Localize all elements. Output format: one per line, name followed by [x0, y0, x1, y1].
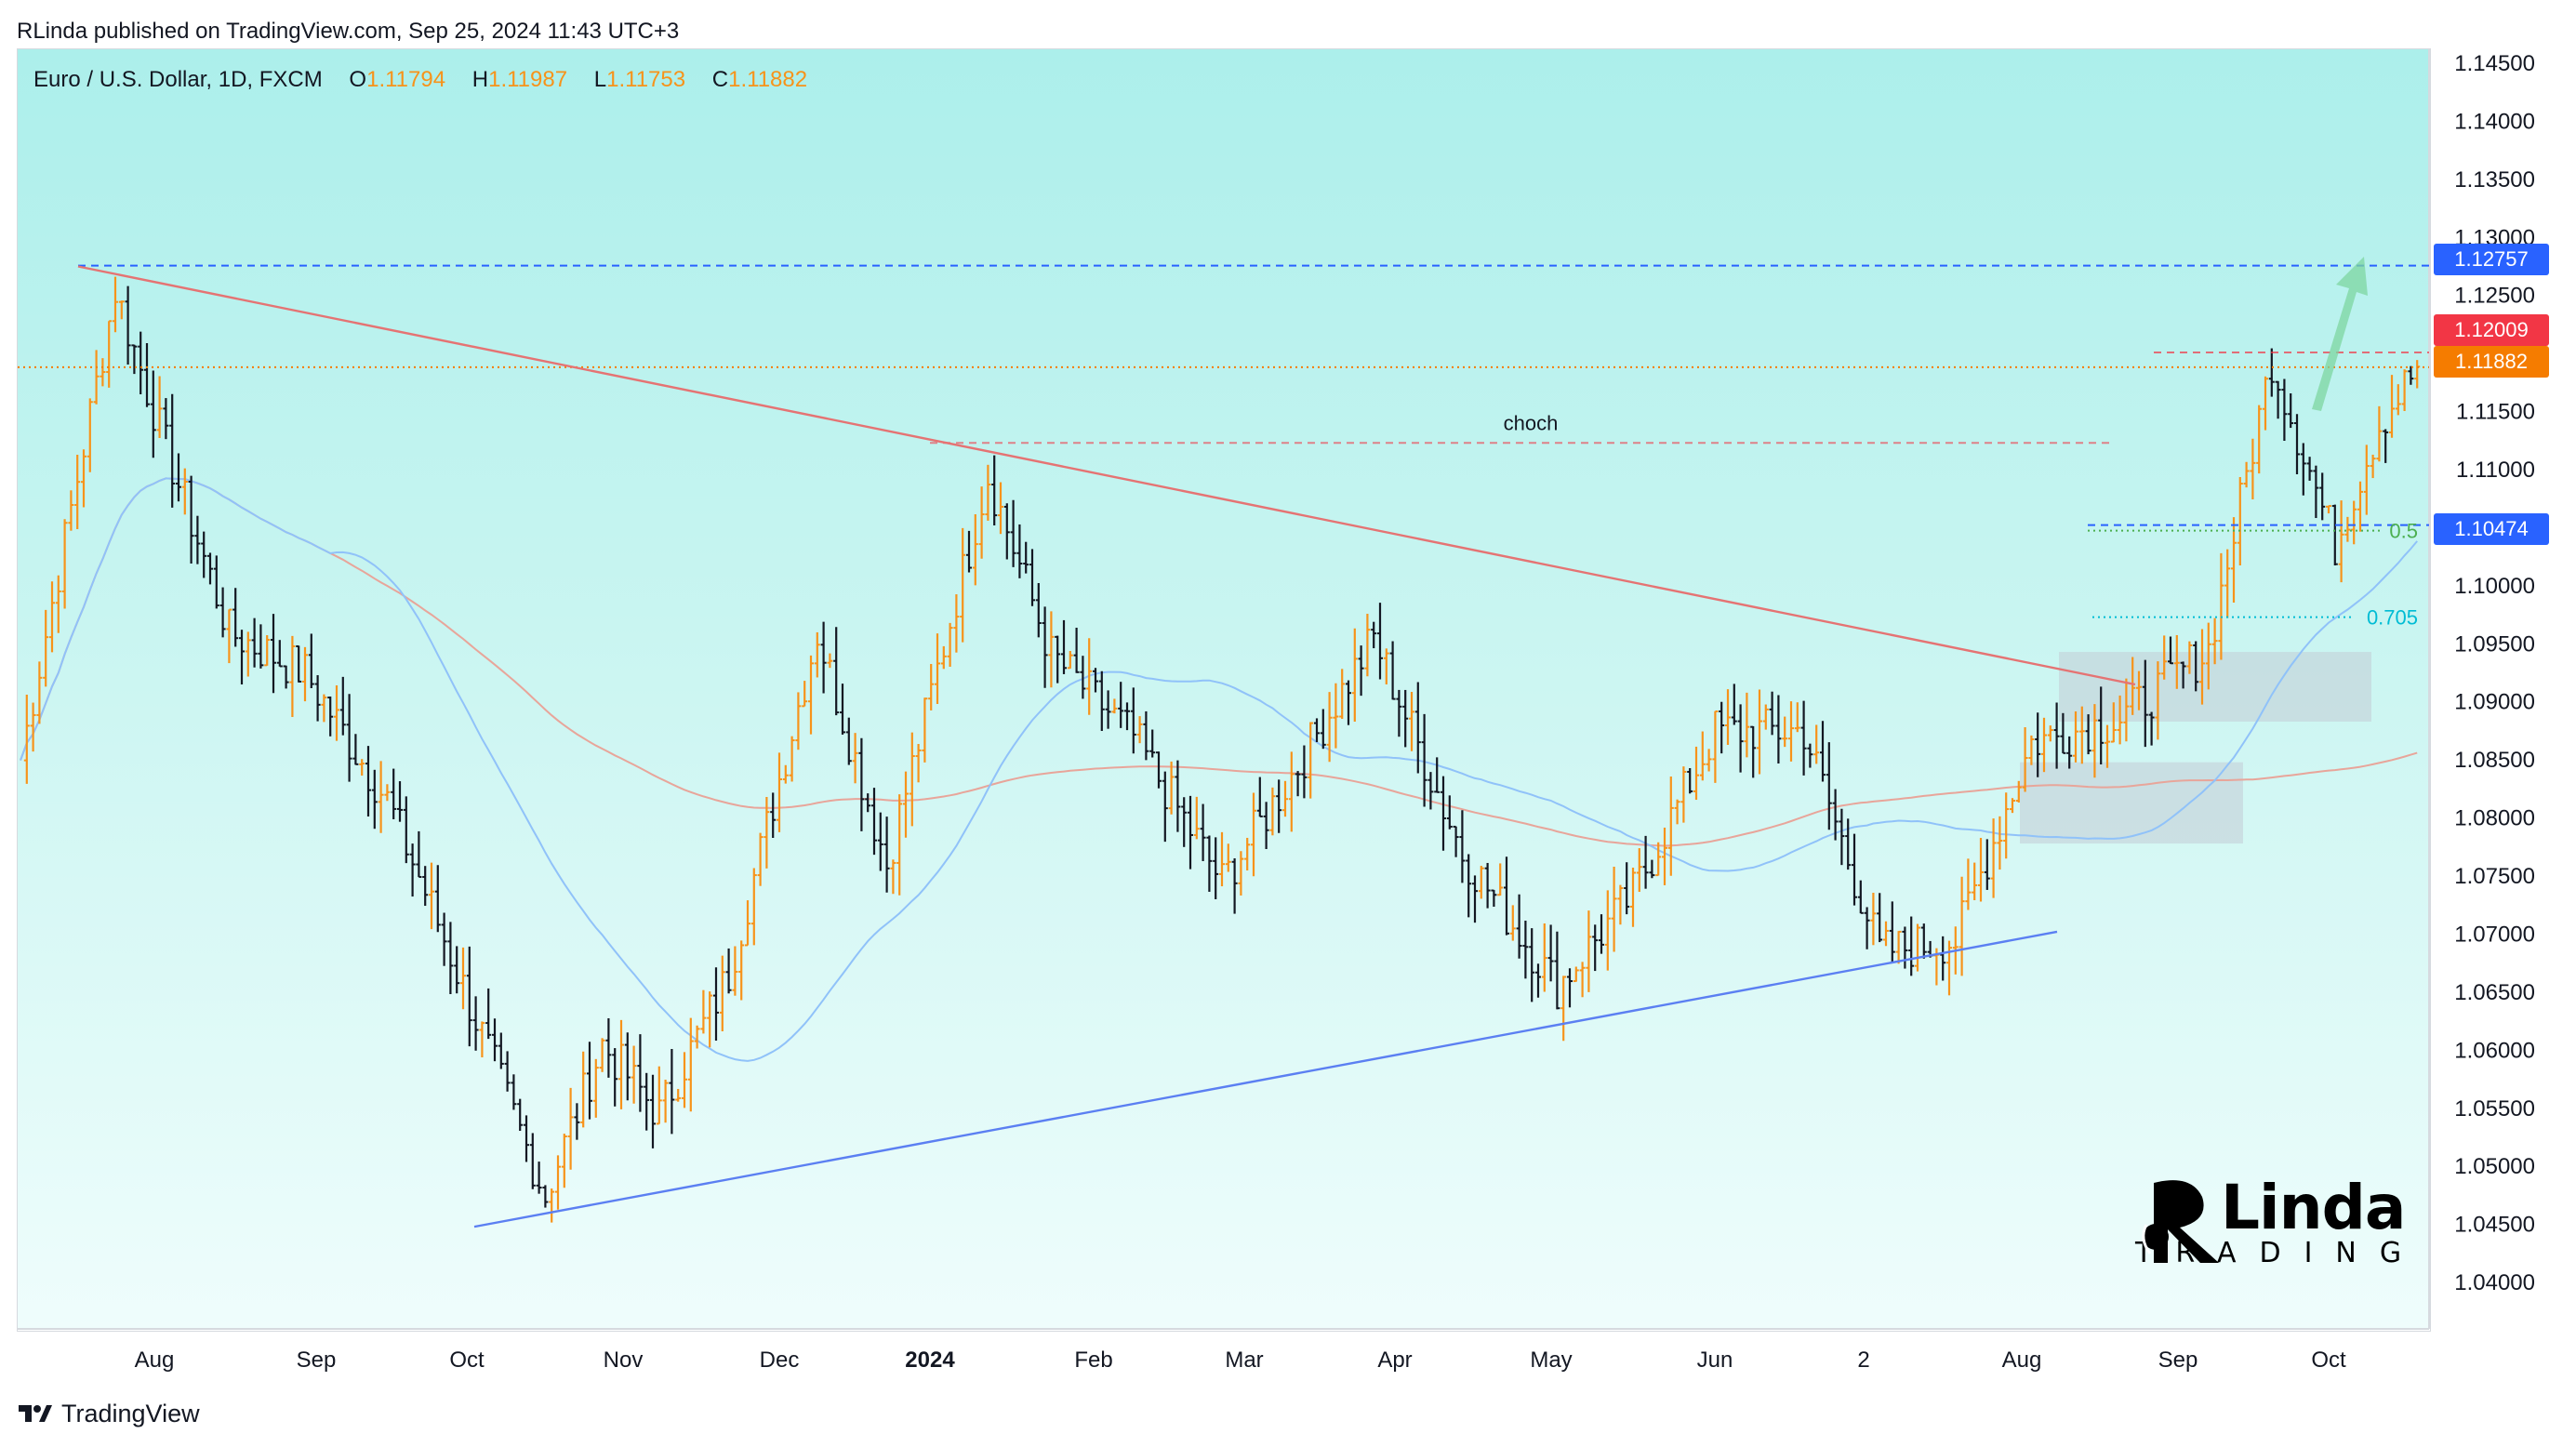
x-tick-label: Mar [1225, 1347, 1263, 1373]
symbol-title: Euro / U.S. Dollar, 1D, FXCM [33, 67, 323, 92]
x-tick-label: Sep [2158, 1347, 2198, 1373]
supply-demand-zone [2020, 762, 2243, 844]
footer-brand: TradingView [61, 1399, 200, 1427]
watermark-brand: Linda [2221, 1172, 2406, 1243]
x-tick-label: 2 [1857, 1347, 1869, 1373]
price-tag-swing-high: 1.12757 [2434, 244, 2549, 275]
y-tick-label: 1.10000 [2454, 574, 2535, 599]
tradingview-logo-icon [17, 1403, 52, 1424]
x-tick-label: Apr [1377, 1347, 1412, 1373]
x-tick-label: Oct [449, 1347, 485, 1373]
y-tick-label: 1.11500 [2456, 400, 2535, 425]
y-tick-label: 1.14500 [2454, 51, 2535, 76]
x-tick-label: Sep [297, 1347, 337, 1373]
footer[interactable]: TradingView [17, 1395, 200, 1432]
x-tick-label: Aug [135, 1347, 175, 1373]
y-tick-label: 1.08000 [2454, 806, 2535, 831]
close-value: 1.11882 [728, 67, 808, 92]
sma-50-line [20, 477, 2418, 1062]
y-tick-label: 1.11000 [2456, 458, 2535, 483]
y-tick-label: 1.04500 [2454, 1213, 2535, 1238]
downtrend-line [77, 265, 2136, 686]
y-tick-label: 1.04000 [2454, 1270, 2535, 1295]
y-tick-label: 1.07000 [2454, 922, 2535, 947]
x-tick-label: Oct [2311, 1347, 2346, 1373]
price-tag-resistance: 1.12009 [2434, 314, 2549, 346]
y-tick-label: 1.09000 [2454, 690, 2535, 715]
uptrend-line [473, 930, 2058, 1228]
watermark-subtitle: TRADING [2135, 1237, 2425, 1269]
low-label: L [593, 67, 607, 92]
sma-200-line [20, 477, 2418, 847]
open-label: O [349, 67, 367, 92]
projection-arrow [2312, 257, 2368, 411]
y-tick-label: 1.07500 [2454, 864, 2535, 889]
x-tick-label: 2024 [905, 1347, 955, 1373]
x-tick-label: Jun [1697, 1347, 1733, 1373]
y-tick-label: 1.06500 [2454, 980, 2535, 1005]
plot-area[interactable] [18, 49, 2429, 1329]
close-label: C [711, 67, 729, 92]
high-label: H [471, 67, 489, 92]
y-tick-label: 1.05500 [2454, 1096, 2535, 1122]
symbol-legend[interactable]: Euro / U.S. Dollar, 1D, FXCM O1.11794 H1… [33, 67, 807, 93]
chart-frame [17, 48, 2431, 1332]
price-tag-fib-level: 1.10474 [2434, 513, 2549, 545]
low-value: 1.11753 [606, 67, 686, 92]
y-tick-label: 1.13500 [2454, 167, 2535, 192]
x-tick-label: Nov [604, 1347, 644, 1373]
open-value: 1.11794 [366, 67, 446, 92]
high-value: 1.11987 [488, 67, 568, 92]
publisher-header: RLinda published on TradingView.com, Sep… [17, 19, 680, 44]
y-tick-label: 1.09500 [2454, 631, 2535, 657]
y-tick-label: 1.06000 [2454, 1038, 2535, 1063]
y-tick-label: 1.14000 [2454, 109, 2535, 134]
fib-0705-label: 0.705 [2367, 606, 2418, 630]
x-tick-label: Dec [760, 1347, 800, 1373]
x-tick-label: Aug [2002, 1347, 2042, 1373]
ohlc-bars [23, 276, 2421, 1223]
rlinda-logo-icon [2142, 1180, 2219, 1263]
y-tick-label: 1.12500 [2454, 284, 2535, 309]
y-tick-label: 1.08500 [2454, 748, 2535, 773]
price-tag-last-close: 1.11882 [2434, 346, 2549, 378]
choch-label: choch [1504, 411, 1559, 434]
y-tick-label: 1.05000 [2454, 1154, 2535, 1179]
x-tick-label: Feb [1074, 1347, 1112, 1373]
x-tick-label: May [1530, 1347, 1572, 1373]
fib-05-label: 0.5 [2389, 520, 2418, 543]
